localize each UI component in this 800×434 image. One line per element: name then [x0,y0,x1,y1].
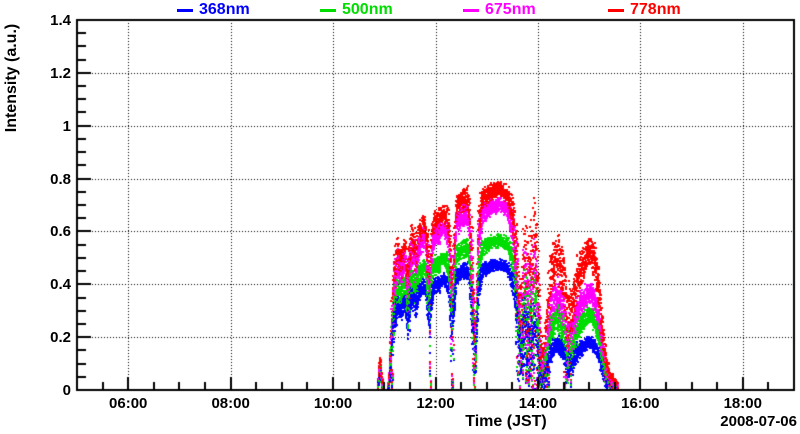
legend-swatch-368nm [177,8,193,12]
x-tick-label: 14:00 [518,395,558,412]
x-axis-title: Time (JST) [465,413,547,430]
y-tick-label: 0 [62,382,71,399]
x-tick-label: 06:00 [109,395,148,412]
y-tick-label: 1.2 [50,64,71,82]
legend: 368nm 500nm 675nm 778nm [0,0,800,19]
legend-swatch-500nm [320,8,336,12]
legend-swatch-675nm [463,8,479,12]
y-tick-label: 1.4 [50,12,71,29]
legend-label-368nm: 368nm [199,1,250,18]
y-tick-label: 0.4 [50,276,71,294]
legend-label-500nm: 500nm [342,1,393,18]
legend-item-368nm: 368nm [177,0,250,19]
legend-swatch-778nm [608,8,624,12]
y-tick-label: 0.6 [50,223,71,241]
x-tick-label: 12:00 [416,395,455,412]
x-tick-label: 08:00 [211,395,250,412]
legend-label-778nm: 778nm [630,1,681,18]
y-tick-label: 0.2 [50,329,71,347]
y-tick-label: 0.8 [50,170,71,188]
legend-item-778nm: 778nm [608,0,681,19]
x-tick-label: 10:00 [313,395,353,412]
legend-label-675nm: 675nm [485,1,536,18]
x-tick-label: 16:00 [621,395,660,412]
legend-item-500nm: 500nm [320,0,393,19]
x-tick-label: 18:00 [723,395,762,412]
y-tick-label: 1 [62,117,71,135]
y-axis-title: Intensity (a.u.) [3,23,20,133]
date-label: 2008-07-06 [720,413,797,430]
legend-item-675nm: 675nm [463,0,536,19]
